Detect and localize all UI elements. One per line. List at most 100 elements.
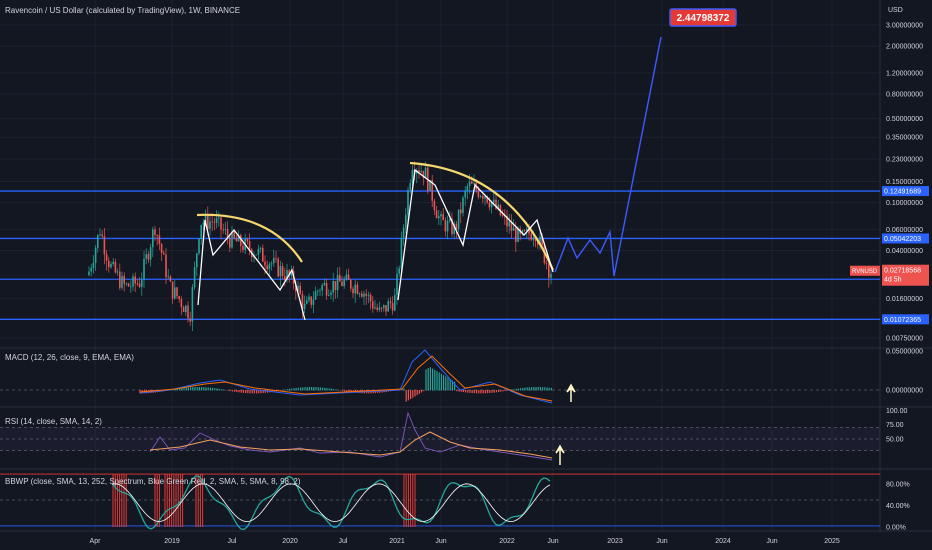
macd-histogram-bar: [418, 390, 420, 394]
time-axis[interactable]: Apr 2019 Jul 2020 Jul 2021 Jun 2022 Jun 2023 Jun 20…: [90, 538, 840, 545]
candle: [380, 306, 383, 313]
x-tick-label: 2022: [499, 538, 515, 545]
macd-histogram-bar: [308, 387, 310, 391]
macd-histogram-bar: [306, 387, 308, 391]
macd-histogram-bar: [414, 390, 416, 397]
macd-histogram-bar: [238, 390, 240, 393]
candle: [92, 255, 95, 274]
candle: [422, 170, 425, 186]
candle: [202, 219, 205, 231]
macd-histogram-bar: [271, 390, 273, 393]
macd-histogram-bar: [348, 390, 350, 392]
candle: [317, 289, 319, 297]
candle: [169, 274, 172, 282]
candle: [451, 212, 453, 237]
current-price-badge: [882, 264, 929, 286]
y-tick-label: 2.00000000: [886, 44, 923, 51]
candle: [345, 269, 348, 281]
candle: [147, 251, 150, 264]
macd-histogram-bar: [522, 387, 524, 391]
candle: [347, 268, 350, 280]
level-value: 0.05042203: [884, 236, 921, 243]
candle: [248, 233, 251, 256]
rsi-line: [149, 411, 553, 461]
macd-histogram-bar: [456, 390, 458, 392]
macd-histogram-bar: [416, 390, 418, 396]
signal-line: [139, 355, 553, 402]
price-axis[interactable]: 3.00000000 2.00000000 1.20000000 0.80000000…: [850, 23, 929, 532]
macd-histogram-bar: [264, 390, 266, 393]
candle: [224, 222, 227, 235]
macd-histogram-bar: [216, 388, 218, 391]
macd-title: MACD (12, 26, close, 9, EMA, EMA): [5, 353, 134, 362]
macd-histogram-bar: [443, 375, 445, 391]
candle: [229, 233, 231, 253]
candle: [341, 276, 343, 287]
candle: [132, 273, 134, 291]
macd-histogram-bar: [447, 377, 449, 391]
candle: [330, 289, 332, 300]
macd-histogram-bar: [253, 390, 255, 394]
macd-histogram-bar: [251, 390, 253, 394]
candle: [460, 202, 462, 224]
macd-histogram-bar: [495, 390, 497, 393]
macd-histogram-bar: [247, 390, 249, 394]
candle: [145, 248, 147, 265]
candle: [479, 194, 482, 199]
candle: [235, 234, 238, 242]
macd-histogram-bar: [183, 387, 185, 391]
macd-histogram-bar: [190, 387, 192, 391]
level-badge-0: [882, 186, 929, 197]
macd-histogram-bar: [489, 390, 491, 394]
macd-histogram-bar: [273, 390, 275, 392]
macd-histogram-bar: [524, 387, 526, 391]
macd-histogram-bar: [203, 387, 205, 391]
candle: [334, 281, 337, 299]
macd-histogram-bar: [405, 390, 407, 402]
macd-histogram-bar: [209, 387, 211, 391]
macd-histogram-bar: [539, 387, 541, 391]
x-tick-label: 2021: [389, 538, 405, 545]
candle: [167, 268, 169, 280]
candle: [442, 207, 444, 221]
macd-histogram-bar: [511, 389, 513, 391]
macd-histogram-bar: [335, 389, 337, 391]
macd-histogram-bar: [493, 390, 495, 393]
macd-histogram-bar: [465, 390, 467, 393]
rounded-top-arc-1: [196, 213, 303, 263]
candle: [389, 297, 392, 309]
candle: [130, 280, 132, 293]
macd-histogram-bar: [207, 387, 209, 391]
macd-histogram-bar: [302, 387, 304, 391]
chart-title: Ravencoin / US Dollar (calculated by Tra…: [5, 6, 240, 15]
x-tick-label: Jul: [339, 538, 348, 545]
macd-histogram-bar: [192, 387, 194, 391]
candle: [378, 301, 381, 312]
macd-histogram-bar: [280, 390, 282, 391]
macd-histogram-bar: [242, 390, 244, 393]
macd-histogram-bar: [245, 390, 247, 394]
price-candles: [88, 161, 552, 332]
macd-histogram-bar: [185, 387, 187, 391]
candle: [418, 163, 420, 179]
macd-histogram-bar: [291, 388, 293, 391]
macd-pane: [0, 349, 880, 404]
candle: [125, 282, 128, 286]
macd-histogram-bar: [201, 387, 203, 391]
macd-histogram-bar: [458, 390, 460, 392]
candle: [407, 186, 409, 222]
target-price-label[interactable]: 2.44798372: [669, 8, 737, 27]
candle: [213, 217, 216, 230]
x-tick-label: Jun: [766, 538, 777, 545]
rsi-title: RSI (14, close, SMA, 14, 2): [5, 417, 102, 426]
candle: [134, 272, 136, 292]
macd-histogram-bar: [471, 390, 473, 394]
candle: [163, 250, 165, 255]
candle: [539, 231, 541, 250]
candle: [279, 260, 282, 287]
macd-histogram-bar: [517, 388, 519, 391]
macd-tick: 0.05000000: [886, 349, 923, 356]
wave-path-2: [397, 168, 554, 301]
